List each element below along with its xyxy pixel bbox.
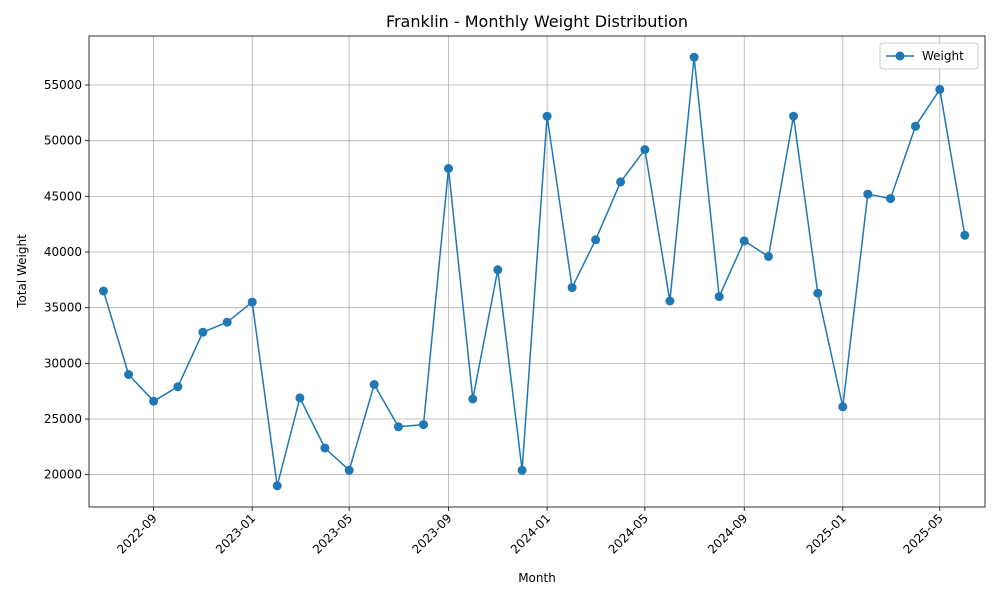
data-point [393, 422, 403, 432]
x-axis-label: Month [518, 571, 556, 585]
data-point [344, 465, 354, 475]
plot-frame [88, 35, 986, 508]
x-tick-label: 2023-01 [213, 511, 258, 556]
data-point [124, 370, 134, 379]
chart-title: Franklin - Monthly Weight Distribution [386, 12, 688, 31]
y-tick-label: 45000 [44, 189, 82, 203]
x-tick-label: 2022-09 [114, 511, 159, 556]
data-point [149, 396, 159, 406]
legend-marker [895, 51, 905, 61]
y-axis-label: Total Weight [15, 234, 29, 309]
data-point [689, 52, 699, 62]
data-point [247, 297, 257, 307]
data-point [863, 189, 873, 199]
data-point [517, 465, 527, 475]
data-point [272, 481, 282, 491]
data-point [173, 382, 183, 392]
data-point [813, 288, 823, 298]
data-point [960, 230, 970, 240]
data-point [198, 327, 208, 337]
data-point [886, 194, 895, 204]
data-point [320, 443, 330, 453]
data-point [764, 252, 773, 261]
x-tick-label: 2024-05 [606, 511, 651, 556]
y-tick-label: 25000 [44, 412, 82, 426]
data-point [591, 235, 601, 245]
y-tick-label: 30000 [44, 356, 82, 370]
x-tick-label: 2023-05 [310, 511, 355, 556]
data-point [714, 292, 724, 302]
series-layer [99, 52, 970, 491]
y-tick-label: 35000 [44, 301, 82, 315]
data-point [616, 177, 626, 187]
data-point [665, 296, 675, 306]
y-tick-label: 20000 [44, 468, 82, 482]
data-point [99, 286, 108, 296]
x-tick-label: 2025-05 [901, 511, 946, 556]
data-point [911, 121, 920, 131]
data-point [444, 164, 453, 173]
x-tick-label: 2023-09 [409, 511, 454, 556]
data-point [789, 111, 798, 121]
data-point [567, 283, 577, 293]
data-point [935, 84, 945, 94]
data-point [493, 265, 503, 275]
legend-box [879, 42, 979, 70]
x-tick-label: 2025-01 [804, 511, 849, 556]
y-axis-ticks: 20000 25000 30000 35000 40000 45000 50000 55000 [44, 78, 89, 482]
data-point [222, 317, 232, 327]
legend-label: Weight [922, 49, 964, 63]
series-line [102, 56, 966, 487]
x-tick-label: 2024-01 [508, 511, 553, 556]
y-tick-label: 50000 [44, 134, 82, 148]
y-tick-label: 55000 [44, 78, 82, 92]
data-point [369, 380, 379, 389]
y-tick-label: 40000 [44, 245, 82, 259]
data-point [419, 420, 428, 430]
data-point [838, 402, 848, 412]
data-point [295, 393, 305, 403]
data-point [468, 394, 478, 404]
x-tick-label: 2024-09 [705, 511, 750, 556]
data-point [739, 236, 749, 246]
data-point [640, 145, 650, 155]
grid-layer [89, 36, 985, 507]
x-axis-ticks: 2022-09 2023-01 2023-05 2023-09 2024-01 2024-… [114, 507, 946, 557]
legend: Weight [879, 42, 979, 70]
data-point [542, 111, 552, 121]
